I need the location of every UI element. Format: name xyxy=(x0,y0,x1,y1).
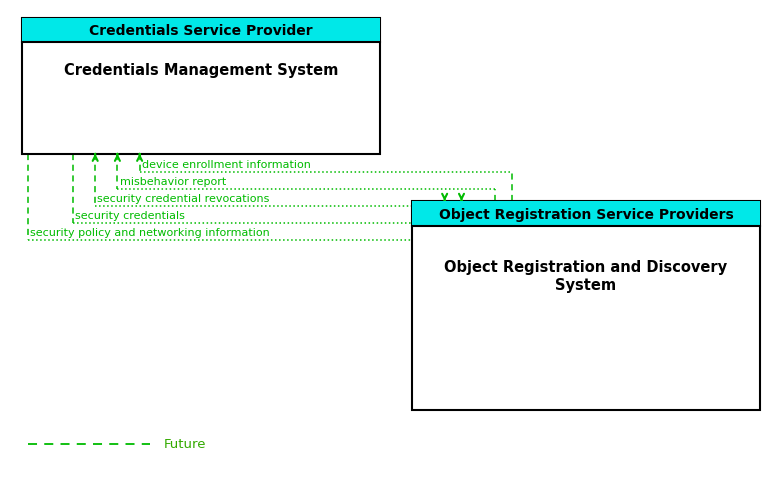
Bar xyxy=(412,202,759,227)
Text: Credentials Management System: Credentials Management System xyxy=(64,63,338,78)
Text: Future: Future xyxy=(163,437,206,450)
Text: misbehavior report: misbehavior report xyxy=(120,177,226,186)
Text: Credentials Service Provider: Credentials Service Provider xyxy=(89,24,313,38)
Bar xyxy=(22,19,380,154)
Text: Object Registration Service Providers: Object Registration Service Providers xyxy=(439,207,734,221)
Text: security policy and networking information: security policy and networking informati… xyxy=(30,228,270,238)
Text: security credentials: security credentials xyxy=(75,211,185,221)
Text: security credential revocations: security credential revocations xyxy=(98,194,270,204)
Text: Object Registration and Discovery
System: Object Registration and Discovery System xyxy=(444,260,727,292)
Bar xyxy=(22,19,380,43)
Bar xyxy=(412,202,759,410)
Text: device enrollment information: device enrollment information xyxy=(142,159,310,169)
